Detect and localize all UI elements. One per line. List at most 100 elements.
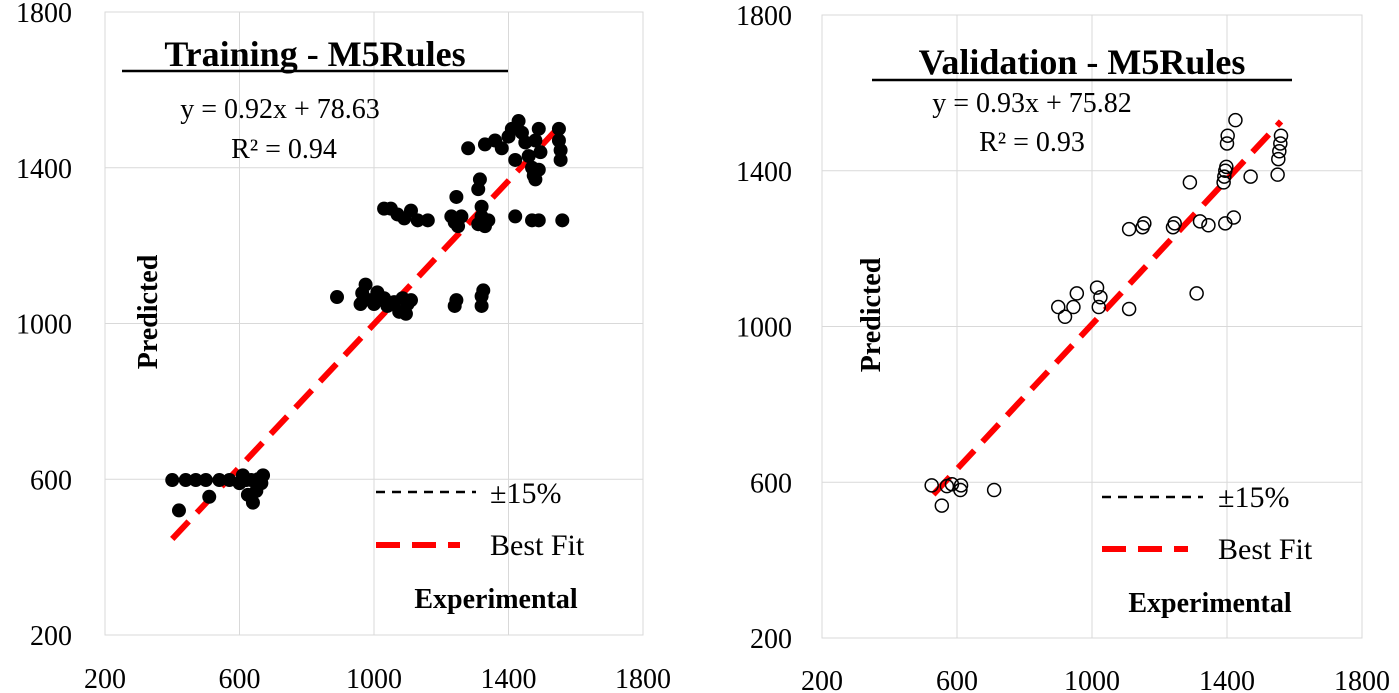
data-point xyxy=(1066,299,1081,315)
data-point xyxy=(1051,299,1066,315)
data-point xyxy=(178,473,193,488)
y-tick-label: 600 xyxy=(30,465,72,496)
legend-label-pm15: ±15% xyxy=(1218,481,1289,514)
y-tick-label: 1800 xyxy=(736,1,792,32)
data-point xyxy=(533,145,548,160)
x-axis-label: Experimental xyxy=(414,584,578,615)
data-point xyxy=(330,290,345,305)
data-point xyxy=(403,203,418,218)
data-point xyxy=(449,293,464,308)
data-point xyxy=(1271,151,1286,167)
data-point xyxy=(953,478,969,493)
data-point xyxy=(508,152,523,167)
data-point xyxy=(1226,210,1241,225)
y-tick-label: 200 xyxy=(30,621,72,652)
data-points xyxy=(165,114,570,518)
x-tick-label: 600 xyxy=(936,666,978,693)
data-point xyxy=(555,213,570,228)
data-point xyxy=(1270,167,1285,182)
y-tick-label: 1400 xyxy=(736,157,792,188)
gridlines xyxy=(104,11,644,636)
best-fit-line xyxy=(931,119,1284,497)
data-point xyxy=(934,498,950,513)
data-point xyxy=(508,209,523,224)
data-point xyxy=(1057,309,1073,325)
chart-title: Validation - M5Rules xyxy=(919,42,1246,82)
data-point xyxy=(1273,128,1289,143)
y-tick-label: 1000 xyxy=(736,313,792,344)
data-point xyxy=(481,213,496,228)
r-squared: R² = 0.93 xyxy=(979,127,1085,158)
y-tick-labels: 200 600 1000 1400 1800 xyxy=(16,0,72,652)
data-point xyxy=(1219,136,1235,151)
data-point xyxy=(1121,301,1137,317)
y-tick-labels: 200 600 1000 1400 1800 xyxy=(736,1,792,655)
legend: ±15% Best Fit xyxy=(376,477,585,562)
x-tick-label: 1000 xyxy=(1064,666,1120,693)
data-point xyxy=(1216,175,1231,190)
data-point xyxy=(476,283,491,298)
r-squared: R² = 0.94 xyxy=(231,134,337,165)
data-point xyxy=(1201,218,1216,233)
y-tick-label: 1800 xyxy=(16,0,72,29)
data-point xyxy=(1189,286,1204,301)
data-point xyxy=(1167,216,1182,231)
data-point xyxy=(1089,280,1105,295)
data-point xyxy=(212,473,227,488)
data-point xyxy=(494,141,509,156)
data-point xyxy=(1093,290,1108,305)
data-point xyxy=(551,121,566,136)
data-point xyxy=(551,133,566,148)
data-point xyxy=(953,482,968,498)
data-point xyxy=(531,162,546,177)
data-point xyxy=(986,482,1002,498)
data-point xyxy=(924,478,939,493)
data-point xyxy=(1219,159,1234,175)
legend-label-best-fit: Best Fit xyxy=(490,529,585,562)
data-points xyxy=(924,112,1289,513)
y-axis-label: Predicted xyxy=(133,254,164,369)
data-point xyxy=(420,213,435,228)
data-point xyxy=(454,209,469,224)
best-fit-line-path xyxy=(170,121,565,542)
data-point xyxy=(1091,299,1106,315)
validation-chart: 200 600 1000 1400 1800 200 600 1000 1400 1800 Va… xyxy=(736,1,1390,693)
data-point xyxy=(188,473,203,488)
data-point xyxy=(256,468,271,483)
legend-label-pm15: ±15% xyxy=(490,477,561,510)
data-point xyxy=(449,189,464,204)
x-tick-label: 200 xyxy=(84,664,126,693)
x-axis-label: Experimental xyxy=(1128,588,1292,619)
best-fit-line xyxy=(170,121,565,542)
data-point xyxy=(1121,221,1137,237)
y-tick-label: 600 xyxy=(750,468,792,499)
data-point xyxy=(358,277,373,292)
data-point xyxy=(1220,128,1235,143)
data-point xyxy=(511,114,526,129)
data-point xyxy=(1228,112,1243,128)
chart-title: Training - M5Rules xyxy=(164,34,465,74)
legend: ±15% Best Fit xyxy=(1102,481,1313,566)
data-point xyxy=(474,298,489,313)
data-point xyxy=(461,141,476,156)
data-point xyxy=(245,495,260,510)
data-point xyxy=(528,133,543,148)
regression-equation: y = 0.93x + 75.82 xyxy=(932,88,1132,119)
x-tick-label: 1400 xyxy=(1199,666,1255,693)
data-point xyxy=(1243,169,1258,184)
data-point xyxy=(521,149,536,164)
x-tick-label: 600 xyxy=(219,664,261,693)
data-point xyxy=(1273,136,1288,151)
legend-label-best-fit: Best Fit xyxy=(1218,533,1313,566)
x-tick-label: 1800 xyxy=(1334,666,1390,693)
x-tick-label: 1800 xyxy=(615,664,671,693)
data-point xyxy=(1217,169,1232,184)
data-point xyxy=(410,213,425,228)
data-point xyxy=(1192,214,1208,229)
data-point xyxy=(171,503,186,518)
data-point xyxy=(1272,144,1287,159)
x-tick-labels: 200 600 1000 1400 1800 xyxy=(801,666,1390,693)
data-point xyxy=(1137,216,1152,231)
regression-equation: y = 0.92x + 78.63 xyxy=(180,94,380,125)
